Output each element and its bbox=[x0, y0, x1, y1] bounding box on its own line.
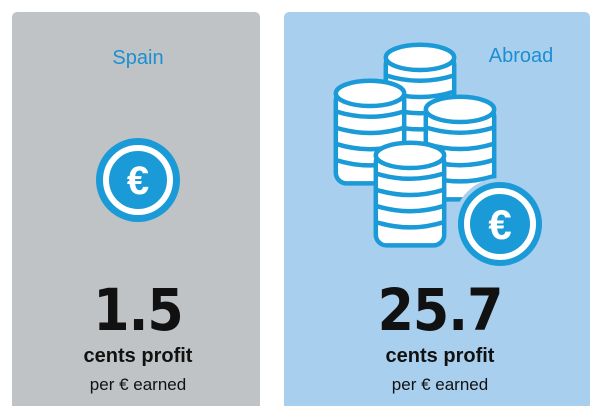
unit: cents profit bbox=[84, 345, 193, 367]
page: Spain € 1.5 cents profit per € earned Ab… bbox=[0, 0, 600, 406]
value: 25.7 bbox=[378, 276, 503, 344]
euro-icon: € bbox=[96, 138, 180, 222]
panel-label: Spain bbox=[112, 47, 163, 69]
svg-text:€: € bbox=[127, 159, 149, 203]
infographic: Spain € 1.5 cents profit per € earned Ab… bbox=[0, 0, 600, 406]
unit: cents profit bbox=[386, 345, 495, 367]
note: per € earned bbox=[90, 375, 186, 394]
value: 1.5 bbox=[93, 276, 182, 344]
panel-label: Abroad bbox=[489, 45, 554, 67]
note: per € earned bbox=[392, 375, 488, 394]
svg-text:€: € bbox=[488, 201, 511, 248]
